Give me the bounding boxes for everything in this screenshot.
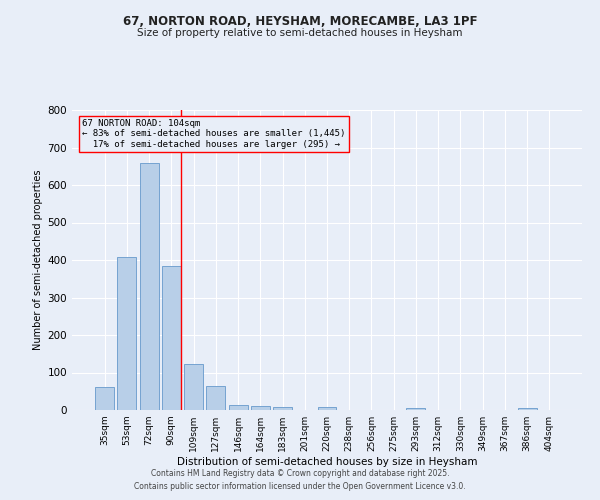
- Text: 67, NORTON ROAD, HEYSHAM, MORECAMBE, LA3 1PF: 67, NORTON ROAD, HEYSHAM, MORECAMBE, LA3…: [123, 15, 477, 28]
- Bar: [206, 386, 225, 410]
- Bar: [229, 405, 248, 410]
- X-axis label: Distribution of semi-detached houses by size in Heysham: Distribution of semi-detached houses by …: [177, 457, 477, 467]
- Bar: [118, 258, 136, 410]
- Bar: [317, 407, 337, 410]
- Bar: [273, 408, 292, 410]
- Text: Contains public sector information licensed under the Open Government Licence v3: Contains public sector information licen…: [134, 482, 466, 491]
- Bar: [95, 387, 114, 410]
- Bar: [140, 162, 158, 410]
- Text: Size of property relative to semi-detached houses in Heysham: Size of property relative to semi-detach…: [137, 28, 463, 38]
- Bar: [518, 408, 536, 410]
- Bar: [251, 406, 270, 410]
- Y-axis label: Number of semi-detached properties: Number of semi-detached properties: [34, 170, 43, 350]
- Bar: [184, 364, 203, 410]
- Bar: [162, 266, 181, 410]
- Text: 67 NORTON ROAD: 104sqm
← 83% of semi-detached houses are smaller (1,445)
  17% o: 67 NORTON ROAD: 104sqm ← 83% of semi-det…: [82, 119, 346, 149]
- Text: Contains HM Land Registry data © Crown copyright and database right 2025.: Contains HM Land Registry data © Crown c…: [151, 468, 449, 477]
- Bar: [406, 408, 425, 410]
